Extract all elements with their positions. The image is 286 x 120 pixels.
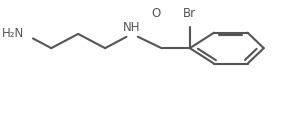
Text: O: O	[151, 7, 160, 20]
Text: H₂N: H₂N	[2, 27, 24, 40]
Text: NH: NH	[123, 21, 141, 34]
Text: Br: Br	[183, 7, 196, 20]
